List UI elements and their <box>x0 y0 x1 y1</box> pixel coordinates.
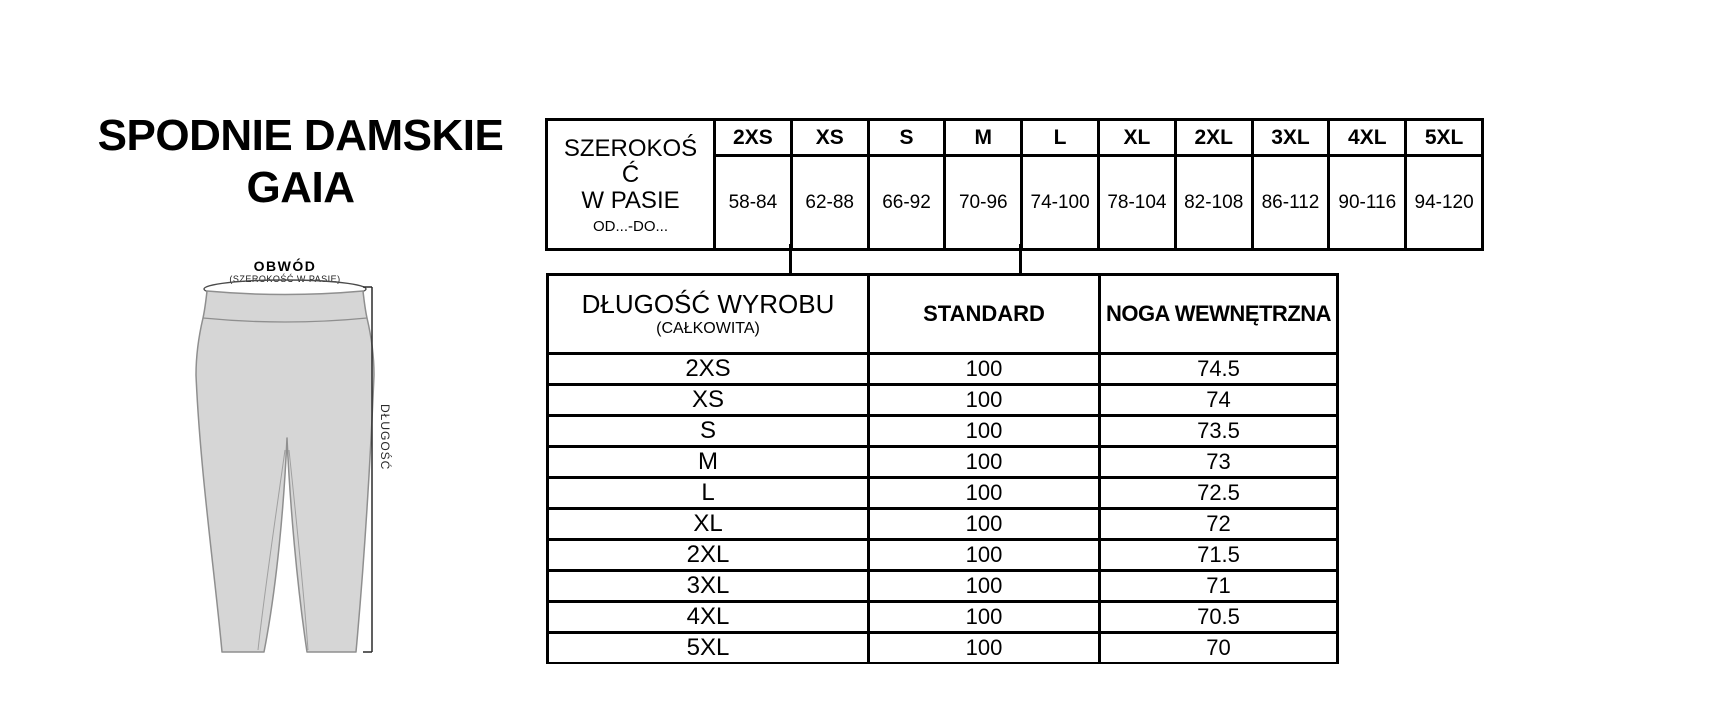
length-row-standard: 100 <box>870 603 1098 631</box>
length-row-inner-leg: 70.5 <box>1101 603 1336 631</box>
length-row-size: XL <box>549 510 867 538</box>
size-column-header: 2XS <box>716 121 790 154</box>
waist-range-cell: 70-96 <box>946 157 1021 248</box>
length-row-standard: 100 <box>870 417 1098 445</box>
length-row-size: 2XS <box>549 355 867 383</box>
size-column-header: XS <box>792 121 867 154</box>
waist-table-header-cell: SZEROKOŚ Ć W PASIE OD...-DO... <box>548 121 713 248</box>
waist-table-header-line: W PASIE <box>581 186 680 214</box>
length-row-inner-leg: 71 <box>1101 572 1336 600</box>
length-row-standard: 100 <box>870 572 1098 600</box>
length-row-standard: 100 <box>870 448 1098 476</box>
size-column-header: 5XL <box>1407 121 1481 154</box>
length-row-inner-leg: 74 <box>1101 386 1336 414</box>
left-leg-seam <box>257 449 286 651</box>
size-column-header: XL <box>1100 121 1174 154</box>
length-row-standard: 100 <box>870 479 1098 507</box>
length-row-size: M <box>549 448 867 476</box>
table-connector-line <box>1019 244 1022 275</box>
waist-table-header-line: SZEROKOŚ <box>563 134 698 162</box>
length-row-size: 2XL <box>549 541 867 569</box>
waist-range-cell: 90-116 <box>1330 157 1405 248</box>
size-column-header: M <box>946 121 1021 154</box>
length-row-size: L <box>549 479 867 507</box>
length-label: DŁUGOŚĆ <box>378 404 392 471</box>
waistband-seam <box>202 317 368 323</box>
length-row-inner-leg: 73.5 <box>1101 417 1336 445</box>
size-column-header: S <box>869 121 944 154</box>
waist-range-cell: 66-92 <box>869 157 944 248</box>
length-table-col3-header: NOGA WEWNĘTRZNA <box>1101 276 1336 352</box>
waist-range-cell: 58-84 <box>716 157 790 248</box>
waist-range-cell: 82-108 <box>1176 157 1251 248</box>
waist-circumference-sublabel: (SZEROKOŚĆ W PASIE) <box>229 274 341 284</box>
length-row-standard: 100 <box>870 355 1098 383</box>
length-table-col1-header: DŁUGOŚĆ WYROBU (CAŁKOWITA) <box>549 276 867 352</box>
waist-table-range-note: OD...-DO... <box>593 217 668 235</box>
length-row-size: 3XL <box>549 572 867 600</box>
product-title-line1: SPODNIE DAMSKIE <box>97 111 504 160</box>
length-row-standard: 100 <box>870 510 1098 538</box>
size-column-header: 4XL <box>1330 121 1405 154</box>
length-table-col1-subtitle: (CAŁKOWITA) <box>656 320 760 337</box>
length-row-size: S <box>549 417 867 445</box>
pants-diagram <box>195 279 375 653</box>
size-column-header: L <box>1023 121 1097 154</box>
length-row-inner-leg: 72 <box>1101 510 1336 538</box>
pants-shape <box>195 290 375 653</box>
waist-table-header-line: Ć <box>621 160 640 188</box>
size-column-header: 2XL <box>1176 121 1251 154</box>
length-row-size: 4XL <box>549 603 867 631</box>
length-table: DŁUGOŚĆ WYROBU (CAŁKOWITA) STANDARD NOGA… <box>546 273 1339 664</box>
waist-circumference-label: OBWÓD <box>253 258 317 274</box>
length-row-inner-leg: 70 <box>1101 634 1336 662</box>
product-title: SPODNIE DAMSKIE GAIA <box>58 110 543 214</box>
right-leg-seam <box>288 449 309 651</box>
waist-size-table: SZEROKOŚ Ć W PASIE OD...-DO... 2XS XS S … <box>545 118 1484 251</box>
length-row-standard: 100 <box>870 634 1098 662</box>
length-row-inner-leg: 71.5 <box>1101 541 1336 569</box>
length-row-inner-leg: 74.5 <box>1101 355 1336 383</box>
length-row-inner-leg: 72.5 <box>1101 479 1336 507</box>
table-connector-line <box>789 244 792 275</box>
length-row-inner-leg: 73 <box>1101 448 1336 476</box>
length-row-standard: 100 <box>870 541 1098 569</box>
product-title-line2: GAIA <box>246 163 356 212</box>
size-column-header: 3XL <box>1253 121 1328 154</box>
length-row-size: XS <box>549 386 867 414</box>
length-row-standard: 100 <box>870 386 1098 414</box>
waist-range-cell: 78-104 <box>1100 157 1174 248</box>
waist-range-cell: 74-100 <box>1023 157 1097 248</box>
length-row-size: 5XL <box>549 634 867 662</box>
waist-range-cell: 86-112 <box>1253 157 1328 248</box>
waist-range-cell: 94-120 <box>1407 157 1481 248</box>
length-measure-line <box>363 286 373 653</box>
length-table-col1-title: DŁUGOŚĆ WYROBU <box>581 289 835 319</box>
length-table-col2-header: STANDARD <box>870 276 1098 352</box>
waist-range-cell: 62-88 <box>792 157 867 248</box>
